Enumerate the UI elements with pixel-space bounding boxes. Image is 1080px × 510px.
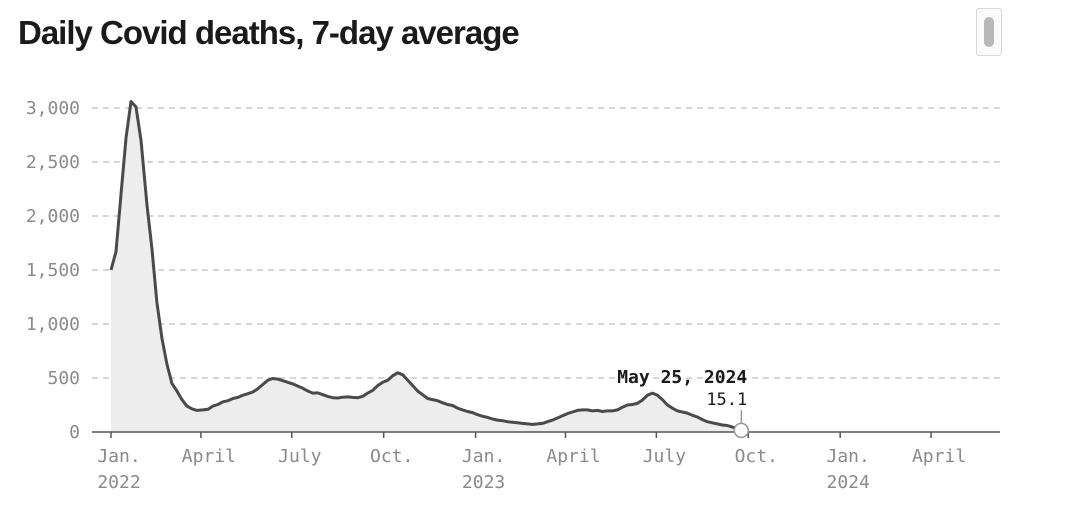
scroll-thumb[interactable] bbox=[984, 17, 994, 47]
x-tick-label: Oct. bbox=[735, 446, 778, 467]
annotation: May 25, 2024 15.1 bbox=[617, 367, 750, 439]
y-tick-label: 1,000 bbox=[26, 314, 80, 335]
x-tick-label: April bbox=[912, 446, 966, 467]
y-tick-label: 2,000 bbox=[26, 206, 80, 227]
x-tick-label: July bbox=[278, 446, 322, 467]
y-tick-label: 1,500 bbox=[26, 260, 80, 281]
x-tick-year: 2022 bbox=[97, 472, 140, 493]
y-tick-label: 2,500 bbox=[26, 152, 80, 173]
x-axis-ticks: Jan. 2022 April July Oct. Jan. 2023 April July Oc… bbox=[97, 432, 966, 493]
x-tick-label: Jan. bbox=[826, 446, 869, 467]
x-tick-label: April bbox=[182, 446, 236, 467]
area-fill bbox=[111, 101, 748, 432]
scroll-handle[interactable] bbox=[976, 8, 1002, 56]
x-tick-label: Jan. bbox=[97, 446, 140, 467]
annotation-value: 15.1 bbox=[706, 390, 747, 410]
x-tick-label: July bbox=[643, 446, 687, 467]
x-tick-label: Oct. bbox=[370, 446, 413, 467]
annotation-date: May 25, 2024 bbox=[617, 367, 747, 388]
series-line bbox=[109, 100, 748, 432]
gridlines bbox=[92, 107, 1000, 379]
chart-title: Daily Covid deaths, 7-day average bbox=[18, 14, 520, 51]
y-tick-label: 3,000 bbox=[26, 98, 80, 119]
x-tick-year: 2023 bbox=[462, 472, 505, 493]
annotation-marker[interactable] bbox=[733, 422, 750, 439]
x-tick-year: 2024 bbox=[826, 472, 869, 493]
x-tick-label: Jan. bbox=[462, 446, 505, 467]
y-axis-ticks: 0 500 1,000 1,500 2,000 2,500 3,000 bbox=[26, 98, 80, 443]
y-tick-label: 0 bbox=[69, 422, 80, 443]
y-tick-label: 500 bbox=[47, 368, 80, 389]
x-tick-label: April bbox=[546, 446, 600, 467]
